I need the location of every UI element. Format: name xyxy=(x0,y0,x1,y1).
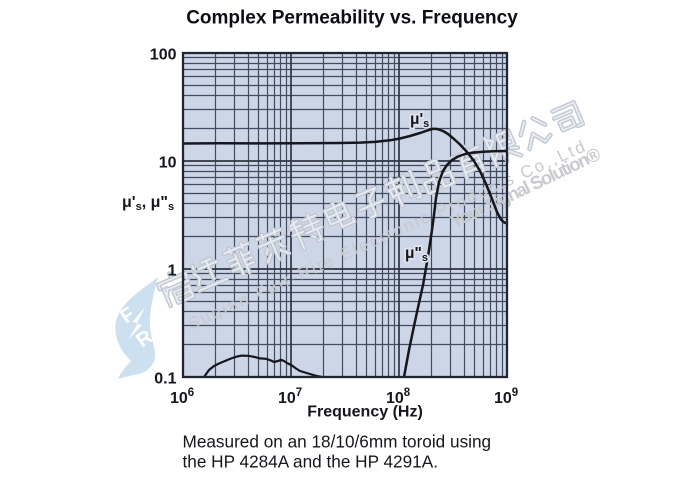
svg-text:100: 100 xyxy=(150,47,177,64)
svg-text:the HP 4284A and the HP 4291A.: the HP 4284A and the HP 4291A. xyxy=(183,451,438,471)
svg-text:Complex Permeability vs. Frequ: Complex Permeability vs. Frequency xyxy=(186,8,518,29)
svg-text:μ's, μ"s: μ's, μ"s xyxy=(122,194,174,213)
svg-text:1: 1 xyxy=(168,263,177,280)
svg-text:10: 10 xyxy=(159,155,177,172)
svg-text:0.1: 0.1 xyxy=(154,371,176,388)
svg-text:Measured on an 18/10/6mm toroi: Measured on an 18/10/6mm toroid using xyxy=(183,431,492,451)
svg-text:Frequency (Hz): Frequency (Hz) xyxy=(307,404,423,421)
